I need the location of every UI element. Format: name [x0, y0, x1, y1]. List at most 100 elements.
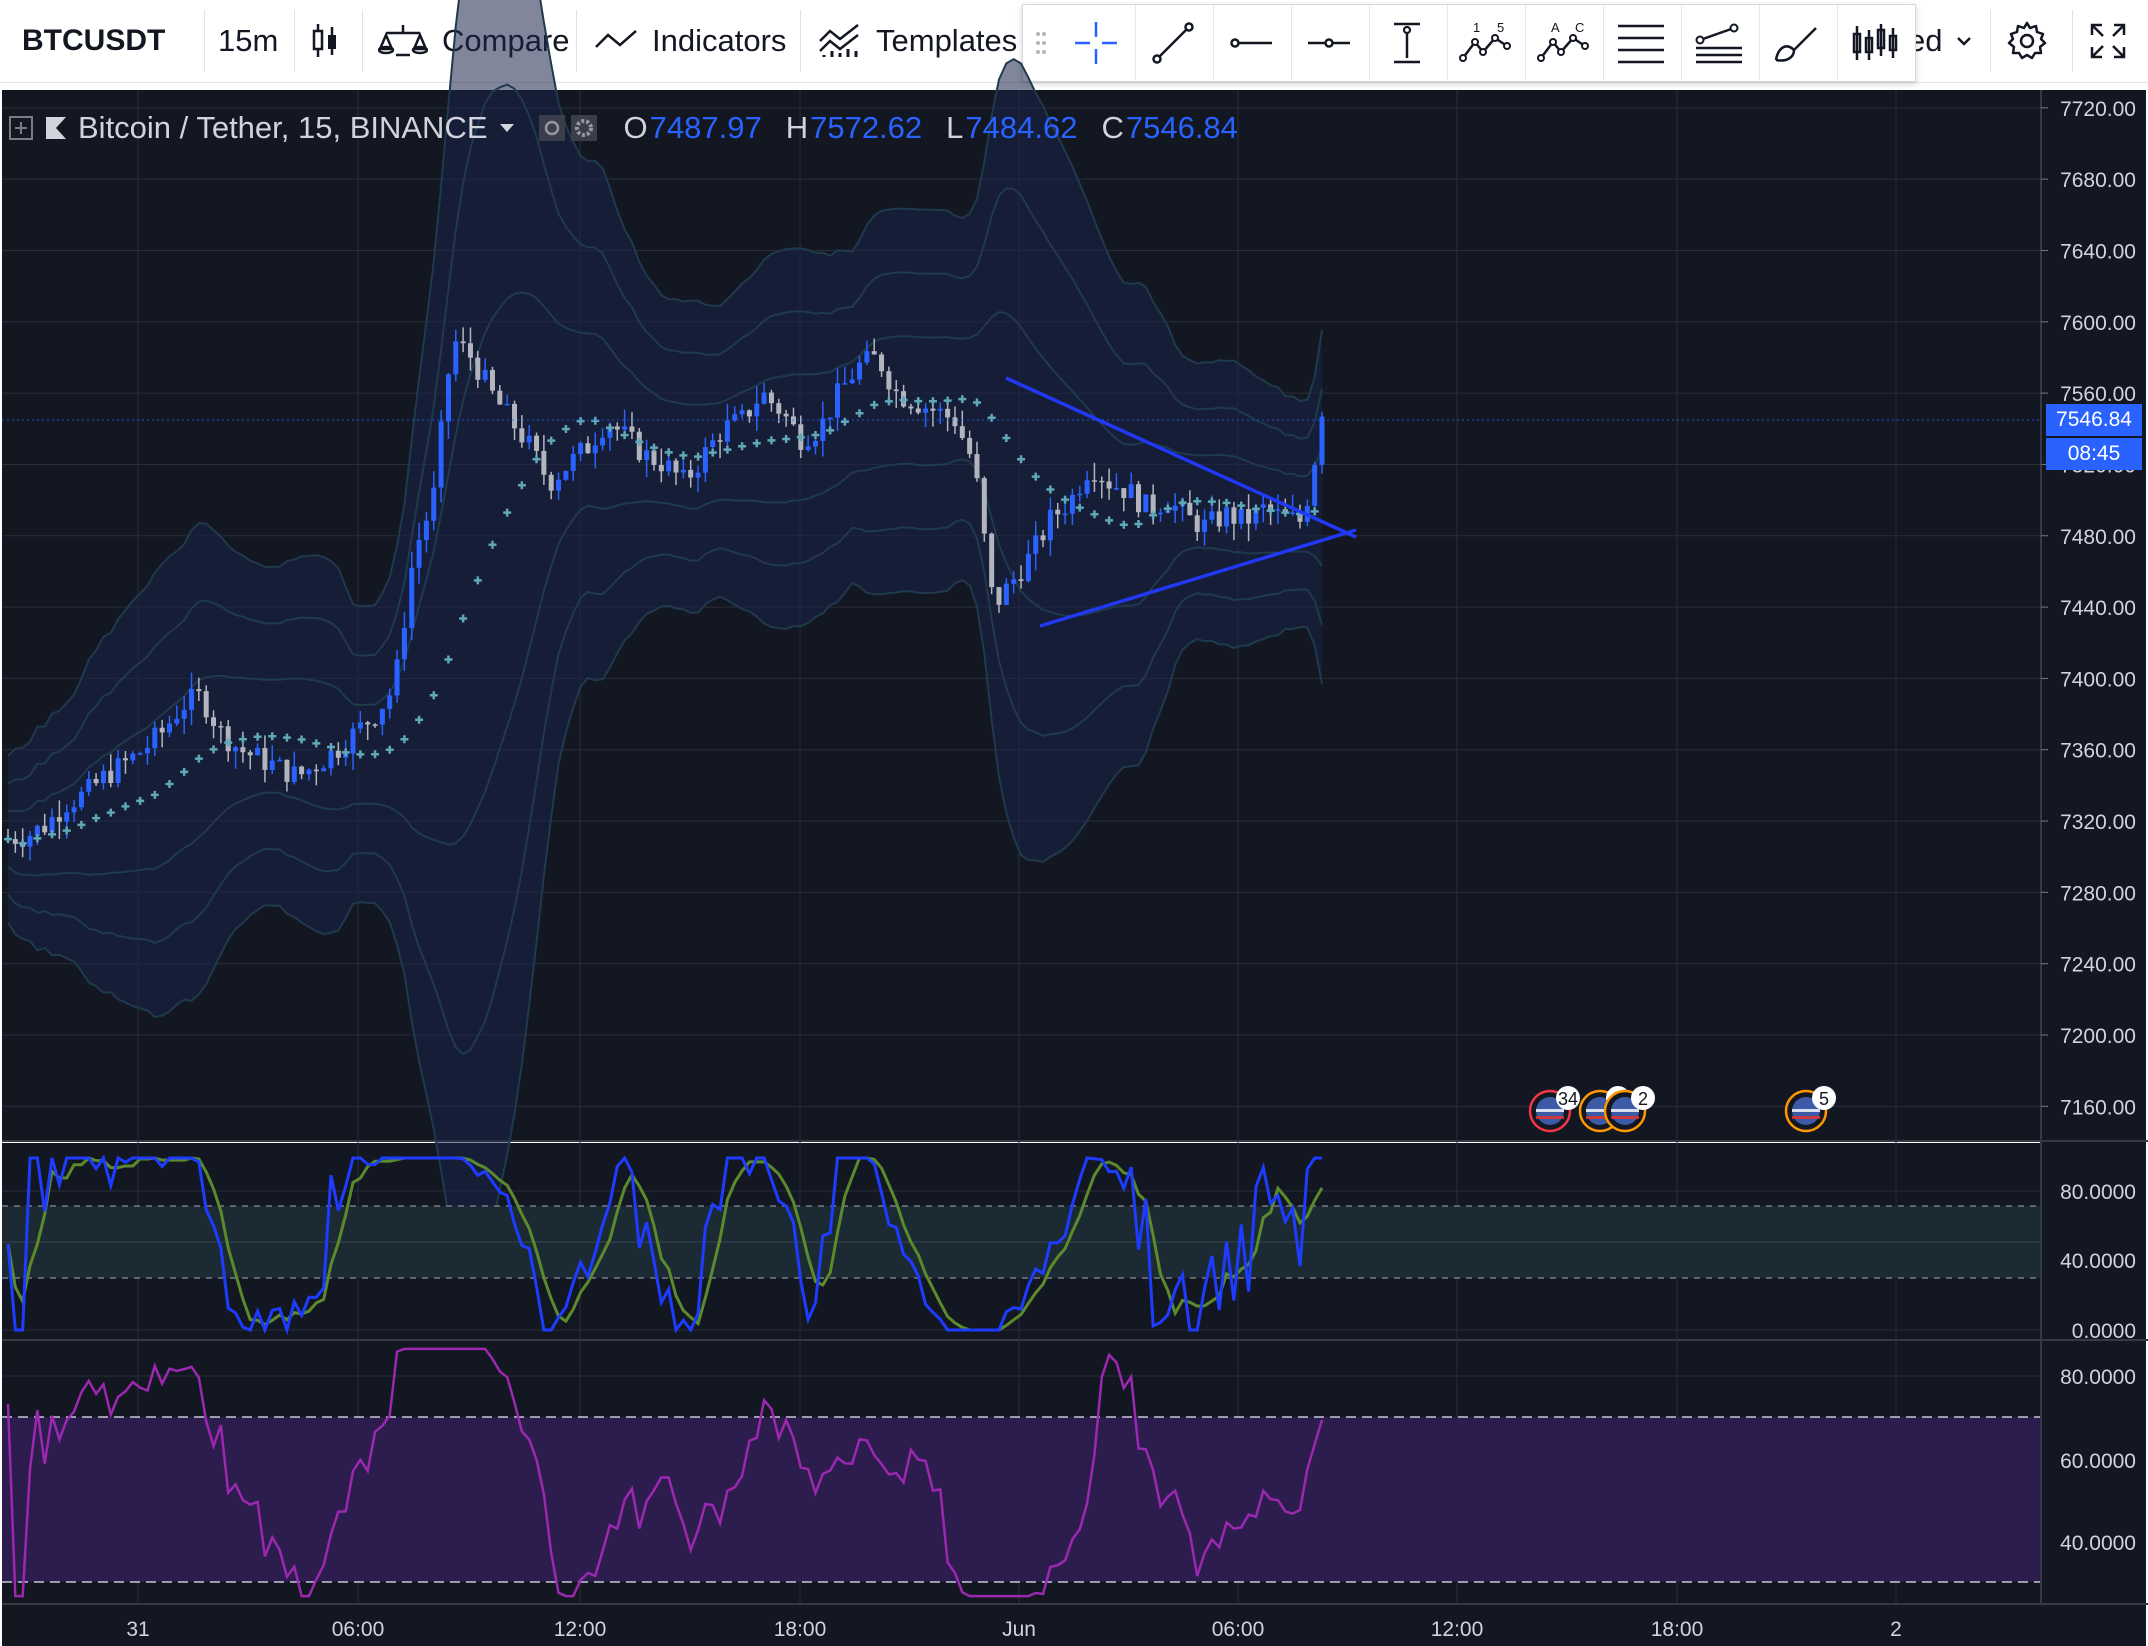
- candle-body: [1209, 511, 1215, 520]
- settings-button[interactable]: [2006, 0, 2048, 82]
- eye-icon[interactable]: [538, 114, 566, 142]
- sar-marker: [796, 433, 805, 442]
- horizontal-ray-tool-button[interactable]: [1213, 5, 1288, 81]
- candle-body: [130, 753, 136, 761]
- drawing-toolbar-drag-handle[interactable]: [1023, 5, 1059, 81]
- candle-body: [1091, 480, 1097, 482]
- candle-body: [1216, 511, 1222, 527]
- candle-body: [247, 752, 253, 756]
- event-count-label: 34: [1558, 1089, 1578, 1109]
- current-price-tag: 7546.84: [2046, 404, 2142, 436]
- bars-pattern-tool-button[interactable]: [1837, 5, 1912, 81]
- band-upper-line: [7, 83, 1323, 785]
- sar-marker: [400, 735, 409, 744]
- candle-body: [849, 379, 855, 384]
- fullscreen-button[interactable]: [2088, 0, 2128, 82]
- candle-body: [497, 390, 503, 405]
- us-flag-stripe: [1792, 1116, 1820, 1119]
- trend-line-tool-button[interactable]: [1135, 5, 1210, 81]
- crosshair-tool-button[interactable]: [1059, 5, 1133, 81]
- candle-body: [93, 778, 99, 784]
- brush-tool-button[interactable]: [1759, 5, 1834, 81]
- sar-marker: [576, 417, 585, 426]
- sar-marker: [503, 508, 512, 517]
- candle-body: [438, 421, 444, 488]
- interval-label: 15m: [218, 23, 279, 58]
- horizontal-line-tool-button[interactable]: [1291, 5, 1366, 81]
- sar-marker: [635, 437, 644, 446]
- chart-type-button[interactable]: [310, 0, 340, 82]
- candle-body: [262, 748, 268, 770]
- indicators-button[interactable]: Indicators: [594, 0, 786, 82]
- candle-body: [886, 371, 892, 390]
- candle-body: [159, 727, 165, 733]
- caret-down-icon[interactable]: [498, 120, 516, 136]
- event-count-badge: [1556, 1086, 1580, 1110]
- sar-marker: [459, 614, 468, 623]
- candle-body: [1106, 481, 1112, 489]
- candle-body: [1158, 512, 1164, 515]
- candle-body: [724, 420, 730, 442]
- flag-icon[interactable]: [44, 115, 68, 141]
- close-label: C: [1101, 110, 1124, 145]
- candle-body: [489, 369, 495, 391]
- candle-body: [335, 750, 341, 758]
- candle-body: [1084, 480, 1090, 494]
- candle-body: [218, 726, 224, 728]
- candle-body: [1231, 507, 1237, 524]
- more-dropdown-button[interactable]: [1954, 0, 1974, 82]
- candle-body: [893, 389, 899, 392]
- candle-body: [930, 408, 936, 411]
- toolbar-divider: [294, 10, 295, 72]
- candle-body: [387, 695, 393, 709]
- price-range-tool-button[interactable]: [1369, 5, 1444, 81]
- sar-marker: [782, 435, 791, 444]
- fib-retracement-tool-button[interactable]: [1603, 5, 1678, 81]
- candle-body: [1238, 508, 1244, 524]
- triangle-upper-trendline[interactable]: [1005, 376, 1357, 539]
- fib-extension-icon: [1695, 23, 1742, 64]
- svg-text:5: 5: [1497, 20, 1504, 35]
- toolbar-divider: [1990, 10, 1991, 72]
- candle-body: [805, 446, 811, 450]
- candle-body: [255, 748, 261, 756]
- sar-marker: [517, 481, 526, 490]
- candle-body: [989, 533, 995, 588]
- gear-icon[interactable]: [570, 114, 598, 142]
- sar-marker: [297, 735, 306, 744]
- expand-legend-icon[interactable]: [8, 115, 34, 141]
- sar-marker: [899, 395, 908, 404]
- candle-body: [607, 426, 613, 438]
- candle-body: [556, 479, 562, 491]
- templates-button[interactable]: Templates: [818, 0, 1017, 82]
- svg-text:1: 1: [1473, 20, 1480, 35]
- sar-marker: [92, 814, 101, 823]
- interval-button[interactable]: 15m: [218, 0, 278, 82]
- time-tick-label: 12:00: [1431, 1618, 1484, 1641]
- candles-icon: [312, 24, 336, 57]
- candle-body: [702, 447, 708, 473]
- sar-marker: [943, 396, 952, 405]
- candle-body: [445, 374, 451, 422]
- candle-body: [776, 403, 782, 414]
- fib-extension-tool-button[interactable]: [1681, 5, 1756, 81]
- price-tick-label: 7200.00: [2060, 1025, 2136, 1048]
- candle-body: [783, 413, 789, 417]
- candle-body: [504, 403, 510, 406]
- candle-body: [174, 718, 180, 724]
- symbol-title[interactable]: Bitcoin / Tether, 15, BINANCE: [78, 110, 488, 145]
- open-value: 7487.97: [649, 110, 762, 145]
- triangle-lower-trendline[interactable]: [1039, 528, 1357, 628]
- event-count-badge: [1812, 1086, 1836, 1110]
- symbol-search-button[interactable]: BTCUSDT: [22, 0, 165, 82]
- candle-body: [467, 343, 473, 358]
- sar-marker: [840, 417, 849, 426]
- sar-marker: [48, 830, 57, 839]
- candle-body: [475, 357, 481, 380]
- sar-marker: [987, 413, 996, 422]
- price-tick-label: 7320.00: [2060, 811, 2136, 834]
